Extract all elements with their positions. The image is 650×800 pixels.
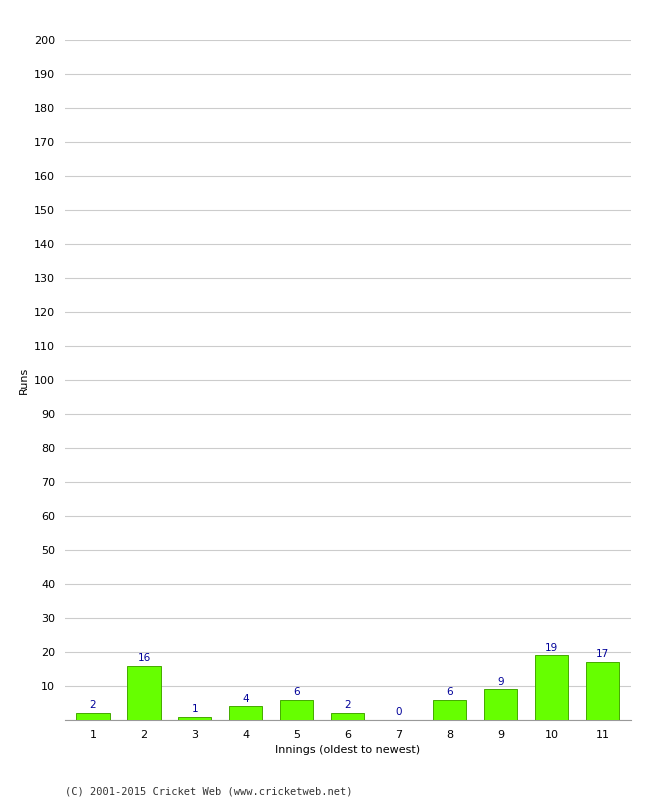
Text: 2: 2 bbox=[344, 701, 351, 710]
Text: 16: 16 bbox=[137, 653, 151, 663]
Bar bbox=[535, 655, 568, 720]
Y-axis label: Runs: Runs bbox=[19, 366, 29, 394]
Bar bbox=[484, 690, 517, 720]
Bar bbox=[332, 714, 364, 720]
Text: 9: 9 bbox=[497, 677, 504, 686]
Bar bbox=[280, 699, 313, 720]
Text: 2: 2 bbox=[90, 701, 96, 710]
Text: 19: 19 bbox=[545, 642, 558, 653]
Text: 17: 17 bbox=[596, 650, 609, 659]
Text: 6: 6 bbox=[447, 687, 453, 697]
Bar bbox=[127, 666, 161, 720]
Text: 4: 4 bbox=[242, 694, 249, 704]
Text: (C) 2001-2015 Cricket Web (www.cricketweb.net): (C) 2001-2015 Cricket Web (www.cricketwe… bbox=[65, 786, 352, 796]
X-axis label: Innings (oldest to newest): Innings (oldest to newest) bbox=[275, 746, 421, 755]
Bar bbox=[433, 699, 466, 720]
Text: 6: 6 bbox=[294, 687, 300, 697]
Bar bbox=[178, 717, 211, 720]
Text: 0: 0 bbox=[395, 707, 402, 718]
Bar bbox=[77, 714, 110, 720]
Text: 1: 1 bbox=[192, 704, 198, 714]
Bar bbox=[229, 706, 263, 720]
Bar bbox=[586, 662, 619, 720]
